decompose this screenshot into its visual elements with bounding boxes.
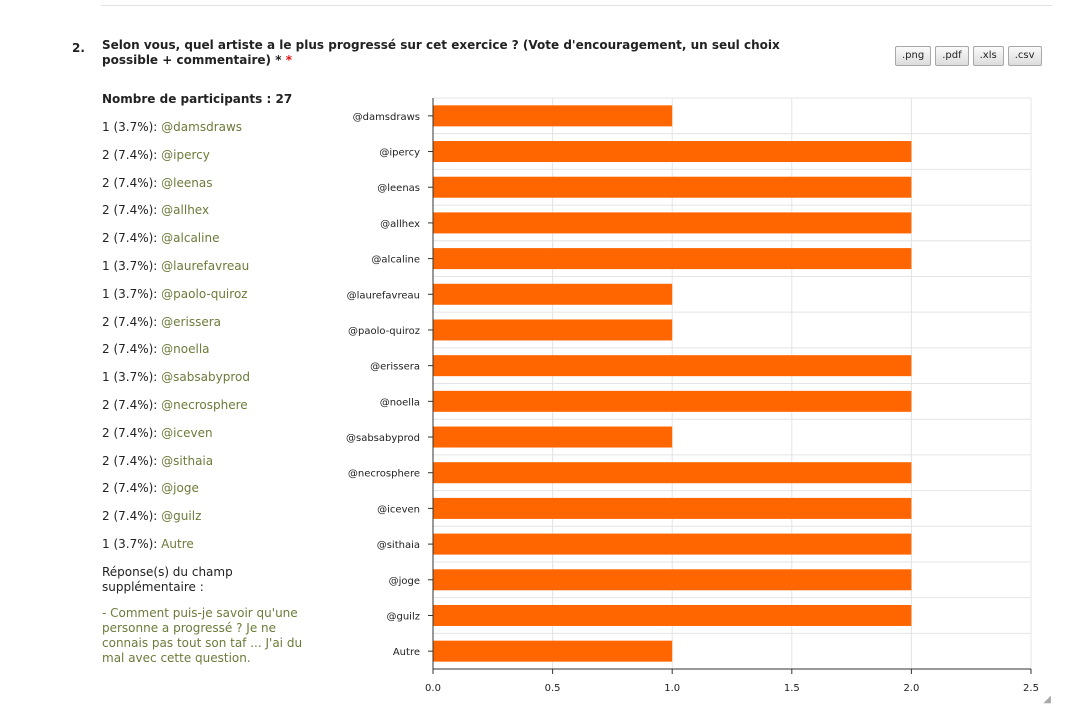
bar-paolo-quiroz	[433, 319, 673, 341]
result-item: 2 (7.4%): @necrosphere	[102, 397, 248, 412]
export-csv-button[interactable]: .csv	[1007, 46, 1042, 66]
result-item: 2 (7.4%): @alcaline	[102, 231, 220, 246]
category-label: @alcaline	[371, 255, 420, 266]
x-tick-label: 1.5	[784, 683, 800, 694]
result-item: 1 (3.7%): Autre	[102, 536, 194, 551]
result-item: 2 (7.4%): @sithaia	[102, 453, 214, 468]
bar-noella	[433, 390, 912, 412]
required-marker: * *	[275, 53, 292, 67]
category-label: @allhex	[380, 219, 420, 230]
result-item: 1 (3.7%): @sabsabyprod	[102, 370, 250, 385]
bar-damsdraws	[433, 105, 673, 127]
result-item: 2 (7.4%): @guilz	[102, 509, 202, 524]
export-png-button[interactable]: .png	[895, 46, 932, 66]
result-item: 1 (3.7%): @paolo-quiroz	[102, 286, 248, 301]
category-label: @sithaia	[377, 540, 420, 551]
category-label: Autre	[393, 647, 420, 658]
category-label: @iceven	[377, 504, 420, 515]
top-divider	[101, 5, 1052, 6]
export-xls-button[interactable]: .xls	[972, 46, 1004, 66]
result-item: 2 (7.4%): @erissera	[102, 314, 221, 329]
result-item: 2 (7.4%): @ipercy	[102, 147, 210, 162]
result-item: 2 (7.4%): @iceven	[102, 425, 213, 440]
category-label: @sabsabyprod	[346, 433, 420, 444]
x-tick-label: 0.0	[425, 683, 441, 694]
category-label: @paolo-quiroz	[348, 326, 420, 337]
bar-laurefavreau	[433, 283, 673, 305]
export-toolbar: .png .pdf .xls .csv	[895, 46, 1042, 66]
x-tick-label: 0.5	[545, 683, 561, 694]
result-item: 2 (7.4%): @leenas	[102, 175, 213, 190]
question-number: 2.	[72, 41, 85, 55]
bar-necrosphere	[433, 462, 912, 484]
bar-ipercy	[433, 141, 912, 163]
x-tick-label: 2.5	[1023, 683, 1039, 694]
category-label: @ipercy	[379, 148, 420, 159]
bar-guilz	[433, 604, 912, 626]
category-label: @leenas	[377, 183, 420, 194]
bar-sithaia	[433, 533, 912, 555]
category-label: @guilz	[387, 611, 421, 622]
extra-field-title: Réponse(s) du champ supplémentaire :	[102, 565, 233, 594]
question-title-text: Selon vous, quel artiste a le plus progr…	[102, 38, 780, 67]
extra-field-answer: - Comment puis-je savoir qu'une personne…	[102, 606, 303, 665]
category-label: @laurefavreau	[347, 290, 420, 301]
question-title: Selon vous, quel artiste a le plus progr…	[102, 38, 822, 68]
bar-erissera	[433, 355, 912, 377]
category-label: @necrosphere	[348, 469, 420, 480]
resize-handle-icon[interactable]: ◢	[1043, 694, 1051, 705]
x-tick-label: 2.0	[903, 683, 919, 694]
export-pdf-button[interactable]: .pdf	[935, 46, 969, 66]
bar-alcaline	[433, 248, 912, 270]
bar-Autre	[433, 640, 673, 662]
participants-count: Nombre de participants : 27	[102, 92, 293, 106]
result-item: 2 (7.4%): @noella	[102, 342, 210, 357]
category-label: @damsdraws	[353, 112, 420, 123]
bar-leenas	[433, 176, 912, 198]
result-item: 2 (7.4%): @joge	[102, 481, 199, 496]
results-list: 1 (3.7%): @damsdraws 2 (7.4%): @ipercy 2…	[102, 119, 250, 564]
category-label: @noella	[380, 397, 420, 408]
result-item: 1 (3.7%): @damsdraws	[102, 120, 243, 134]
x-tick-label: 1.0	[664, 683, 680, 694]
bar-joge	[433, 569, 912, 591]
result-item: 2 (7.4%): @allhex	[102, 203, 210, 218]
bar-sabsabyprod	[433, 426, 673, 448]
result-item: 1 (3.7%): @laurefavreau	[102, 258, 250, 273]
bar-allhex	[433, 212, 912, 234]
bar-iceven	[433, 497, 912, 519]
category-label: @erissera	[370, 362, 420, 373]
category-label: @joge	[389, 576, 420, 587]
